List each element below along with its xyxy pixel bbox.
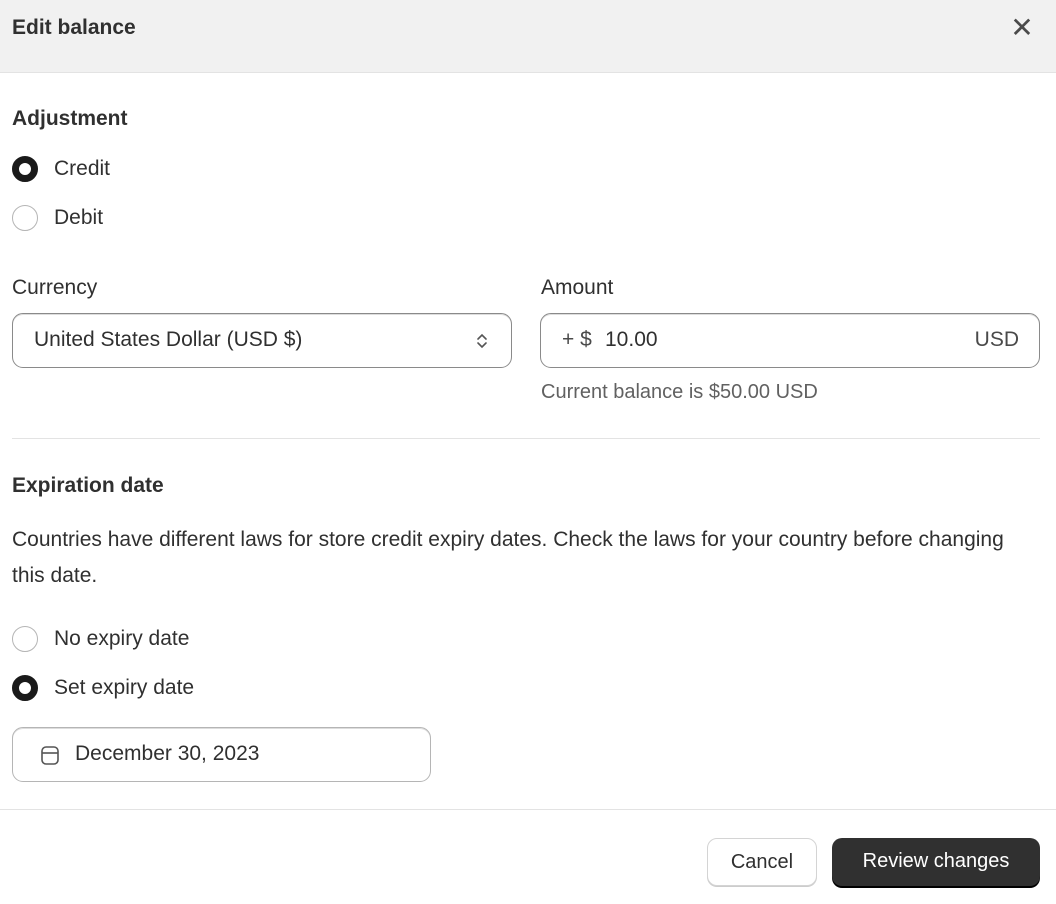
expiry-date-value: December 30, 2023 [75,742,260,765]
currency-label: Currency [12,276,98,299]
radio-debit-label[interactable]: Debit [54,206,104,229]
amount-label: Amount [541,276,614,299]
calendar-icon [41,746,59,765]
amount-prefix: + $ [562,328,592,351]
radio-credit[interactable] [12,156,38,182]
radio-debit[interactable] [12,205,38,231]
amount-suffix: USD [974,328,1019,351]
radio-set-expiry[interactable] [12,675,38,701]
current-balance-help: Current balance is $50.00 USD [541,381,818,403]
close-icon[interactable]: ✕ [1010,12,1034,43]
dialog-header [0,0,1056,73]
currency-value: United States Dollar (USD $) [34,328,303,351]
radio-no-expiry-label[interactable]: No expiry date [54,627,190,650]
amount-input[interactable]: + $ 10.00 USD [540,313,1040,368]
expiration-heading: Expiration date [12,474,164,497]
footer-divider [0,809,1056,810]
review-changes-button[interactable]: Review changes [832,838,1040,886]
radio-set-expiry-label[interactable]: Set expiry date [54,676,195,699]
section-divider [12,438,1040,439]
amount-value: 10.00 [605,328,658,351]
currency-select[interactable]: United States Dollar (USD $) [12,313,512,368]
adjustment-heading: Adjustment [12,107,128,130]
radio-credit-label[interactable]: Credit [54,157,111,180]
select-chevrons-icon [477,333,487,349]
cancel-button[interactable]: Cancel [707,838,817,886]
dialog-title: Edit balance [12,16,136,39]
radio-no-expiry[interactable] [12,626,38,652]
expiry-date-input[interactable]: December 30, 2023 [12,727,431,782]
expiration-description: Countries have different laws for store … [12,528,1004,587]
